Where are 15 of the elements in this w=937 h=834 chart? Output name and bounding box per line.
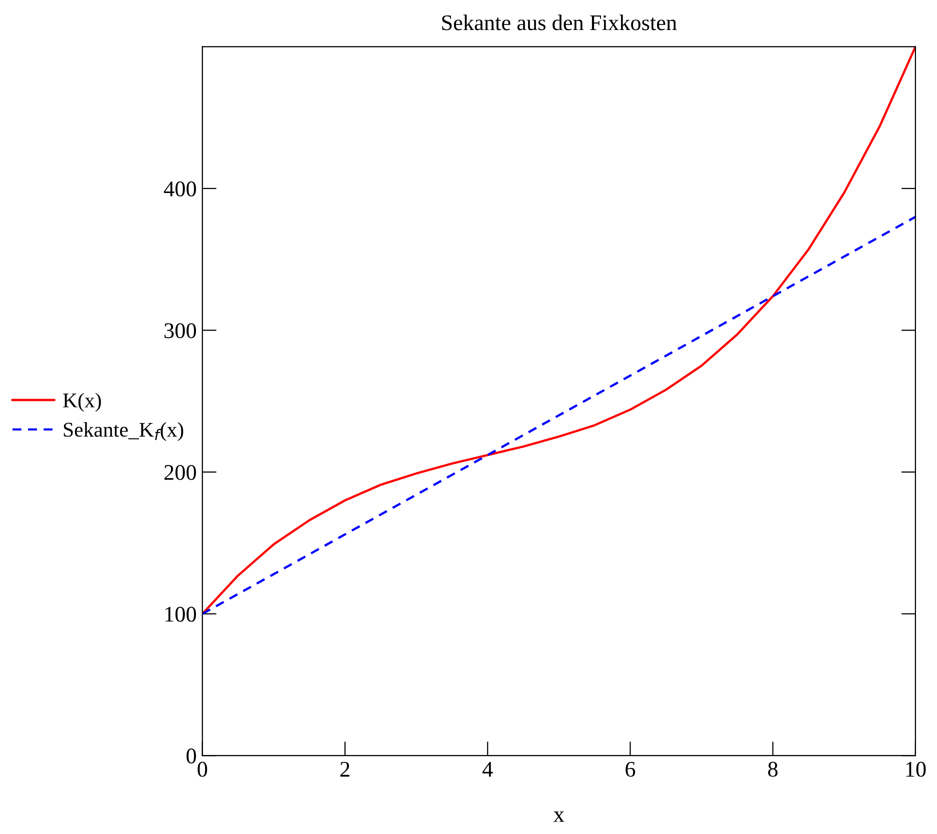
- y-tick-label: 100: [165, 606, 196, 622]
- x-tick-label: 8: [768, 762, 778, 777]
- legend-label: K(x): [63, 392, 101, 412]
- x-tick-label: 0: [198, 762, 208, 777]
- y-tick-label: 0: [186, 748, 196, 764]
- x-axis-title: x: [554, 812, 564, 822]
- y-tick-label: 400: [164, 181, 196, 196]
- x-tick-label: 6: [626, 762, 636, 777]
- y-tick-label: 300: [164, 323, 196, 338]
- x-tick-label: 2: [340, 762, 350, 777]
- x-tick-label: 10: [906, 762, 926, 777]
- x-tick-label: 4: [482, 762, 493, 777]
- chart-title: Sekante aus den Fixkosten: [442, 14, 677, 30]
- y-tick-label: 200: [164, 464, 196, 480]
- legend-label: Sekante_K$_{f}$(x): [64, 422, 184, 442]
